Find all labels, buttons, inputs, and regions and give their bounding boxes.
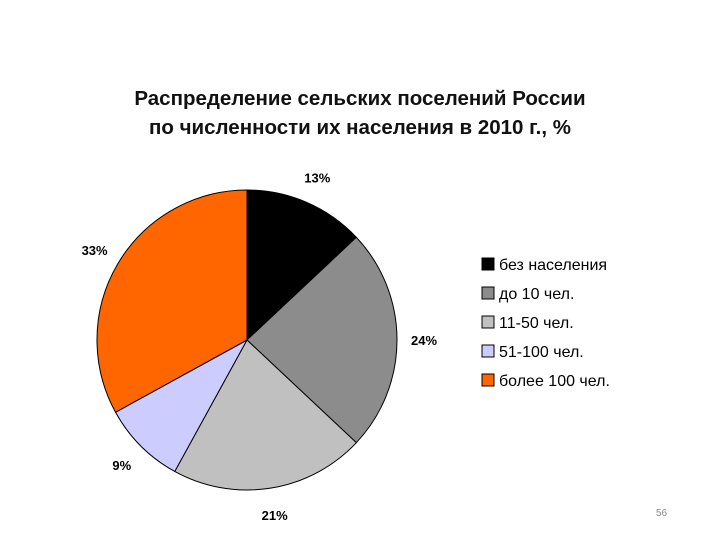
slice-value-label-2: 24% [411,333,437,348]
slice-value-label-3: 21% [262,508,288,523]
legend-swatch-4 [481,344,495,358]
legend-swatch-3 [481,315,495,329]
pie-slice-2 [246,236,398,444]
slice-value-label-5: 33% [82,243,108,258]
legend-swatch-1 [481,257,495,271]
chart-title-line-2: по численности их населения в 2010 г., % [149,116,571,139]
pie-slice-3 [174,339,358,491]
chart-legend: без населения до 10 чел. 11-50 чел. 51-100 … [481,257,610,390]
slice-value-label-4: 9% [112,458,131,473]
pie-slice-labels: 13% 24% 21% 9% 33% [82,171,438,523]
chart-title-line-1: Распределение сельских поселений России [134,87,586,110]
pie-slice-1 [246,189,358,342]
chart-title: Распределение сельских поселений России … [0,84,720,142]
slice-value-label-1: 13% [304,171,330,186]
legend-label-1: без населения [499,257,607,274]
legend-swatch-5 [481,373,495,387]
legend-label-4: 51-100 чел. [499,344,584,361]
legend-swatch-2 [481,286,495,300]
legend-label-2: до 10 чел. [499,286,574,303]
pie-slice-4 [114,338,249,473]
pie-slice-5 [96,189,248,413]
legend-label-5: более 100 чел. [499,373,610,390]
pie-slices [96,189,398,491]
page-number: 56 [656,508,668,519]
legend-label-3: 11-50 чел. [499,315,574,332]
